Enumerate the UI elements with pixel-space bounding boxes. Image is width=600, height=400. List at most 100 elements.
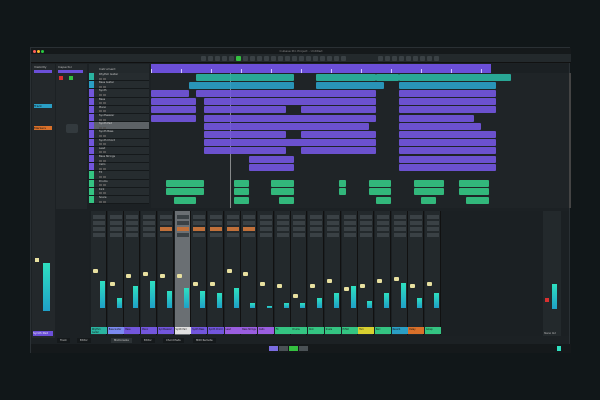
insert-slot[interactable] — [126, 215, 139, 219]
insert-slot[interactable] — [109, 215, 122, 219]
toolbar-button[interactable] — [320, 56, 325, 61]
insert-slot[interactable] — [243, 227, 256, 231]
insert-slot[interactable] — [193, 227, 206, 231]
solo-button[interactable] — [103, 167, 106, 170]
section-track[interactable]: Track — [34, 104, 52, 108]
mute-button[interactable] — [99, 77, 102, 80]
insert-slot[interactable] — [226, 215, 239, 219]
clip[interactable] — [398, 155, 496, 163]
volume-fader[interactable] — [109, 281, 115, 286]
toolbar-button[interactable] — [264, 56, 269, 61]
mixer-channel[interactable]: Bass — [124, 211, 141, 335]
track-row[interactable]: Snare — [89, 196, 149, 205]
mixer-channel[interactable]: Synth Chord — [207, 211, 224, 335]
clip[interactable] — [301, 130, 376, 139]
clip[interactable] — [398, 89, 496, 98]
track-row[interactable]: Drums — [89, 179, 149, 188]
mixer-channel[interactable]: Delay — [408, 211, 425, 335]
volume-fader[interactable] — [427, 281, 432, 286]
lower-zone-tab[interactable]: MixConsole — [111, 338, 132, 343]
insert-slot[interactable] — [93, 221, 105, 225]
toolbar-button[interactable] — [413, 56, 418, 61]
track-row[interactable]: Synth Bass — [89, 130, 149, 139]
insert-slot[interactable] — [376, 215, 389, 219]
clip[interactable] — [376, 73, 399, 81]
clip[interactable] — [316, 81, 384, 89]
clip[interactable] — [398, 139, 496, 147]
clip[interactable] — [196, 89, 376, 98]
mixer-channel[interactable]: Synthesizer — [157, 211, 174, 335]
clip[interactable] — [301, 147, 376, 155]
clip[interactable] — [458, 180, 489, 188]
volume-fader[interactable] — [126, 274, 132, 278]
clip[interactable] — [203, 122, 369, 130]
insert-slot[interactable] — [343, 227, 356, 231]
clip[interactable] — [151, 114, 196, 122]
record-button[interactable] — [299, 346, 308, 351]
mixer-channel[interactable]: Bass Strings — [241, 211, 258, 335]
stop-button[interactable] — [279, 346, 288, 351]
clip[interactable] — [166, 180, 204, 188]
insert-slot[interactable] — [276, 227, 289, 231]
mixer-channel[interactable]: Kick — [308, 211, 325, 335]
insert-slot[interactable] — [293, 215, 306, 219]
insert-slot[interactable] — [326, 215, 339, 219]
toolbar-button[interactable] — [285, 56, 290, 61]
track-row[interactable]: FX — [89, 171, 149, 180]
track-row[interactable]: Kick — [89, 187, 149, 196]
insert-slot[interactable] — [176, 221, 189, 225]
volume-fader[interactable] — [343, 286, 349, 291]
visibility-tab[interactable]: Visibility — [34, 65, 47, 69]
volume-fader[interactable] — [326, 279, 332, 283]
mute-button[interactable] — [99, 93, 102, 96]
insert-slot[interactable] — [176, 233, 189, 237]
toolbar-button[interactable] — [399, 56, 404, 61]
clip[interactable] — [398, 73, 511, 81]
solo-button[interactable] — [103, 159, 106, 162]
monitor-button[interactable] — [69, 76, 73, 80]
clip[interactable] — [398, 130, 496, 139]
clip[interactable] — [466, 196, 489, 204]
solo-button[interactable] — [103, 200, 106, 203]
mute-button[interactable] — [99, 200, 102, 203]
insert-slot[interactable] — [293, 227, 306, 231]
volume-fader[interactable] — [376, 279, 382, 283]
mixer-channel[interactable]: Group — [425, 211, 441, 335]
volume-fader[interactable] — [276, 284, 282, 288]
track-row[interactable]: Synth Pad — [89, 122, 149, 131]
insert-slot[interactable] — [360, 215, 373, 219]
mixer-channel[interactable]: Cello — [258, 211, 274, 335]
clip[interactable] — [398, 114, 474, 122]
insert-slot[interactable] — [193, 215, 206, 219]
clip[interactable] — [271, 188, 294, 196]
insert-slot[interactable] — [376, 233, 389, 237]
project-window[interactable] — [151, 73, 569, 208]
toolbar-button[interactable] — [257, 56, 262, 61]
track-chip[interactable] — [34, 70, 52, 73]
insert-slot[interactable] — [360, 221, 373, 225]
insert-slot[interactable] — [310, 227, 323, 231]
clip[interactable] — [458, 188, 489, 196]
toolbar-button[interactable] — [406, 56, 411, 61]
solo-button[interactable] — [103, 93, 106, 96]
volume-fader[interactable] — [226, 269, 232, 273]
insert-slot[interactable] — [109, 221, 122, 225]
cycle-button[interactable] — [269, 346, 278, 351]
clip[interactable] — [421, 196, 436, 204]
mute-button[interactable] — [99, 110, 102, 113]
mute-button[interactable] — [99, 143, 102, 146]
insert-slot[interactable] — [326, 233, 339, 237]
clip[interactable] — [413, 180, 444, 188]
clip[interactable] — [173, 196, 196, 204]
insert-slot[interactable] — [109, 227, 122, 231]
insert-slot[interactable] — [260, 221, 272, 225]
volume-fader[interactable] — [176, 274, 182, 278]
track-row[interactable]: Bass Guitar — [89, 81, 149, 90]
insert-slot[interactable] — [276, 215, 289, 219]
clip[interactable] — [338, 180, 346, 188]
clip[interactable] — [203, 114, 376, 122]
insert-slot[interactable] — [427, 221, 439, 225]
mute-button[interactable] — [99, 159, 102, 162]
solo-button[interactable] — [103, 184, 106, 187]
solo-button[interactable] — [103, 110, 106, 113]
